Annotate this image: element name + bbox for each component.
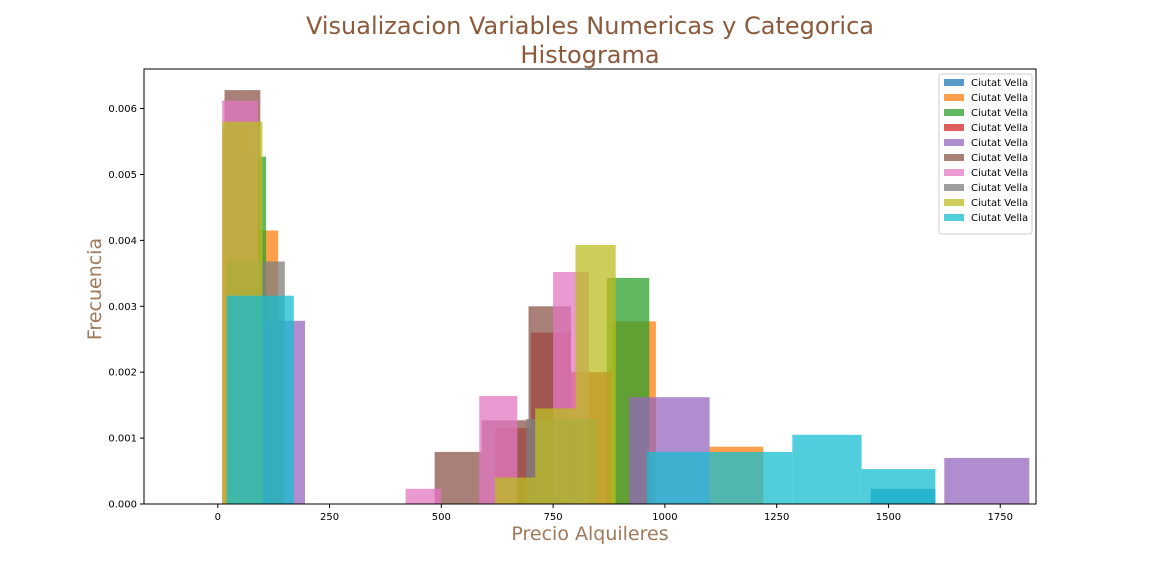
legend-label: Ciutat Vella: [971, 78, 1028, 89]
y-axis-ticks: 0.000 0.001 0.002 0.003 0.004 0.005 0.006: [108, 104, 144, 511]
series-10: [226, 295, 936, 504]
histogram-bar: [861, 469, 936, 504]
legend-label: Ciutat Vella: [971, 123, 1028, 134]
y-tick-label: 0.003: [108, 302, 137, 313]
y-tick-label: 0.004: [108, 236, 137, 247]
x-tick-label: 1000: [652, 512, 677, 523]
y-tick-label: 0.002: [108, 368, 137, 379]
histogram-bar: [944, 457, 1030, 504]
histogram-bar: [647, 451, 710, 504]
y-tick-label: 0.006: [108, 104, 137, 115]
legend-label: Ciutat Vella: [971, 168, 1028, 179]
x-axis-label: Precio Alquileres: [511, 523, 668, 545]
legend-swatch: [944, 154, 964, 161]
legend-label: Ciutat Vella: [971, 213, 1028, 224]
x-tick-label: 750: [544, 512, 563, 523]
legend-swatch: [944, 199, 964, 206]
legend-label: Ciutat Vella: [971, 93, 1028, 104]
x-axis-ticks: 0 250 500 750 1000 1250 1500 1750: [215, 504, 1013, 523]
legend-label: Ciutat Vella: [971, 198, 1028, 209]
histogram-bar: [792, 434, 862, 504]
chart-title-line-1: Visualizacion Variables Numericas y Cate…: [306, 12, 874, 40]
chart-legend: Ciutat Vella Ciutat Vella Ciutat Vella Ciut…: [938, 73, 1033, 235]
legend-swatch: [944, 94, 964, 101]
x-tick-label: 1500: [876, 512, 901, 523]
legend-swatch: [944, 184, 964, 191]
histogram-bars: [222, 90, 1030, 505]
legend-label: Ciutat Vella: [971, 108, 1028, 119]
y-axis-label: Frecuencia: [84, 238, 106, 340]
histogram-bar: [434, 451, 482, 504]
histogram-bar: [535, 408, 576, 504]
chart-title-line-2: Histograma: [520, 41, 659, 69]
plot-frame: [143, 68, 1037, 505]
histogram-bar: [495, 477, 536, 504]
legend-label: Ciutat Vella: [971, 153, 1028, 164]
legend-swatch: [944, 109, 964, 116]
legend-swatch: [944, 214, 964, 221]
legend-swatch: [944, 124, 964, 131]
histogram-bar: [575, 245, 616, 504]
legend-swatch: [944, 169, 964, 176]
legend-swatch: [944, 139, 964, 146]
histogram-bar: [709, 451, 793, 504]
legend-label: Ciutat Vella: [971, 138, 1028, 149]
legend-label: Ciutat Vella: [971, 183, 1028, 194]
histogram-bar: [405, 488, 442, 504]
x-tick-label: 1250: [764, 512, 789, 523]
x-tick-label: 0: [215, 512, 221, 523]
legend-swatch: [944, 79, 964, 86]
y-tick-label: 0.001: [108, 434, 137, 445]
histogram-bar: [226, 295, 294, 504]
x-tick-label: 250: [320, 512, 339, 523]
y-tick-label: 0.000: [108, 500, 137, 511]
x-tick-label: 1750: [988, 512, 1013, 523]
x-tick-label: 500: [432, 512, 451, 523]
y-tick-label: 0.005: [108, 170, 137, 181]
